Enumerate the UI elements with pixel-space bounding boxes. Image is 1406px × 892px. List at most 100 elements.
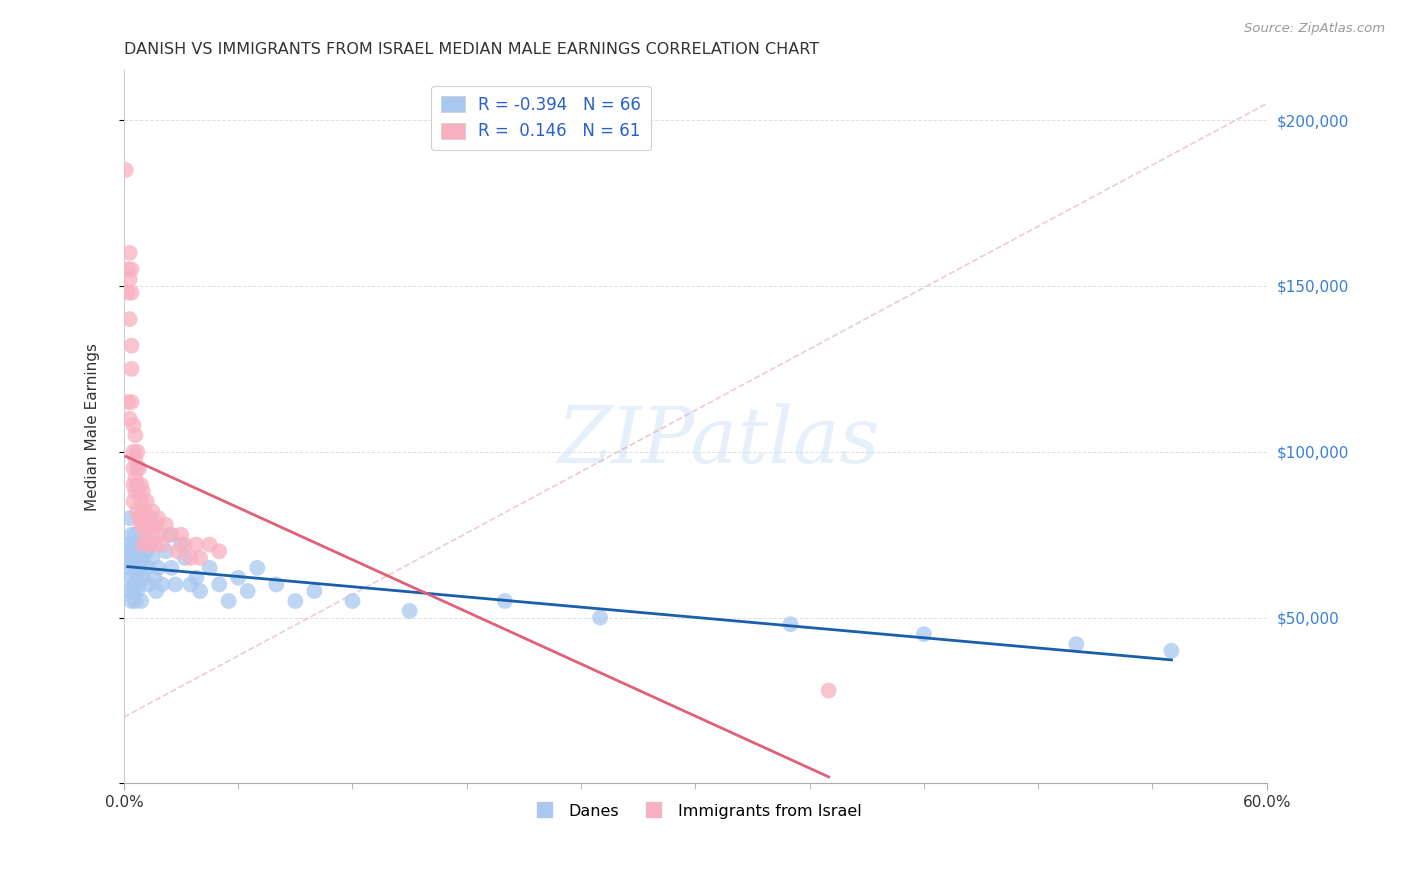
Point <box>118 584 141 599</box>
Point <box>186 571 208 585</box>
Point <box>122 584 145 599</box>
Point <box>150 538 173 552</box>
Point <box>166 544 188 558</box>
Point <box>128 511 150 525</box>
Point <box>817 683 839 698</box>
Point <box>198 538 221 552</box>
Point <box>117 395 139 409</box>
Point <box>145 517 167 532</box>
Point <box>132 484 155 499</box>
Point <box>122 461 145 475</box>
Point <box>122 478 145 492</box>
Point <box>118 312 141 326</box>
Point <box>124 428 146 442</box>
Point <box>129 478 152 492</box>
Text: Source: ZipAtlas.com: Source: ZipAtlas.com <box>1244 22 1385 36</box>
Point <box>159 527 181 541</box>
Point <box>122 538 145 552</box>
Point <box>170 527 193 541</box>
Point <box>122 418 145 433</box>
Point <box>148 511 170 525</box>
Point <box>124 451 146 466</box>
Point <box>121 339 143 353</box>
Point <box>127 584 149 599</box>
Point <box>236 584 259 599</box>
Point <box>122 577 145 591</box>
Point <box>141 504 163 518</box>
Point <box>143 538 166 552</box>
Point <box>117 285 139 300</box>
Point <box>266 577 288 591</box>
Point <box>127 444 149 458</box>
Point <box>118 538 141 552</box>
Point <box>208 544 231 558</box>
Point <box>135 494 157 508</box>
Point <box>188 550 211 565</box>
Point <box>124 484 146 499</box>
Point <box>114 162 136 177</box>
Point <box>121 527 143 541</box>
Point <box>138 577 160 591</box>
Point <box>141 550 163 565</box>
Point <box>160 527 183 541</box>
Point <box>494 594 516 608</box>
Point <box>128 461 150 475</box>
Point <box>132 504 155 518</box>
Point <box>129 544 152 558</box>
Point <box>198 561 221 575</box>
Point <box>118 511 141 525</box>
Point <box>145 584 167 599</box>
Point <box>118 272 141 286</box>
Point <box>132 538 155 552</box>
Point <box>121 544 143 558</box>
Point <box>1160 644 1182 658</box>
Point <box>127 550 149 565</box>
Point <box>143 571 166 585</box>
Point <box>134 527 156 541</box>
Point <box>148 561 170 575</box>
Point <box>121 262 143 277</box>
Point <box>135 544 157 558</box>
Point <box>155 544 177 558</box>
Point <box>127 478 149 492</box>
Point <box>170 538 193 552</box>
Point <box>128 577 150 591</box>
Point <box>165 577 187 591</box>
Point <box>912 627 935 641</box>
Point <box>128 538 150 552</box>
Point <box>118 245 141 260</box>
Point <box>173 550 195 565</box>
Point <box>117 550 139 565</box>
Point <box>121 395 143 409</box>
Text: ZIPatlas: ZIPatlas <box>557 403 879 479</box>
Point <box>138 511 160 525</box>
Point <box>129 494 152 508</box>
Point <box>127 544 149 558</box>
Point <box>226 571 249 585</box>
Point <box>132 571 155 585</box>
Point <box>127 571 149 585</box>
Point <box>118 411 141 425</box>
Point <box>132 550 155 565</box>
Point <box>129 594 152 608</box>
Point <box>129 517 152 532</box>
Point <box>218 594 240 608</box>
Point <box>160 561 183 575</box>
Point <box>128 561 150 575</box>
Point <box>1064 637 1087 651</box>
Point <box>127 504 149 518</box>
Point <box>124 561 146 575</box>
Point <box>122 444 145 458</box>
Point <box>589 610 612 624</box>
Point <box>141 527 163 541</box>
Point <box>117 262 139 277</box>
Point <box>139 538 162 552</box>
Point <box>398 604 420 618</box>
Point <box>188 584 211 599</box>
Point <box>132 517 155 532</box>
Point <box>134 527 156 541</box>
Legend: Danes, Immigrants from Israel: Danes, Immigrants from Israel <box>522 797 869 825</box>
Point <box>134 504 156 518</box>
Point <box>124 594 146 608</box>
Point <box>779 617 801 632</box>
